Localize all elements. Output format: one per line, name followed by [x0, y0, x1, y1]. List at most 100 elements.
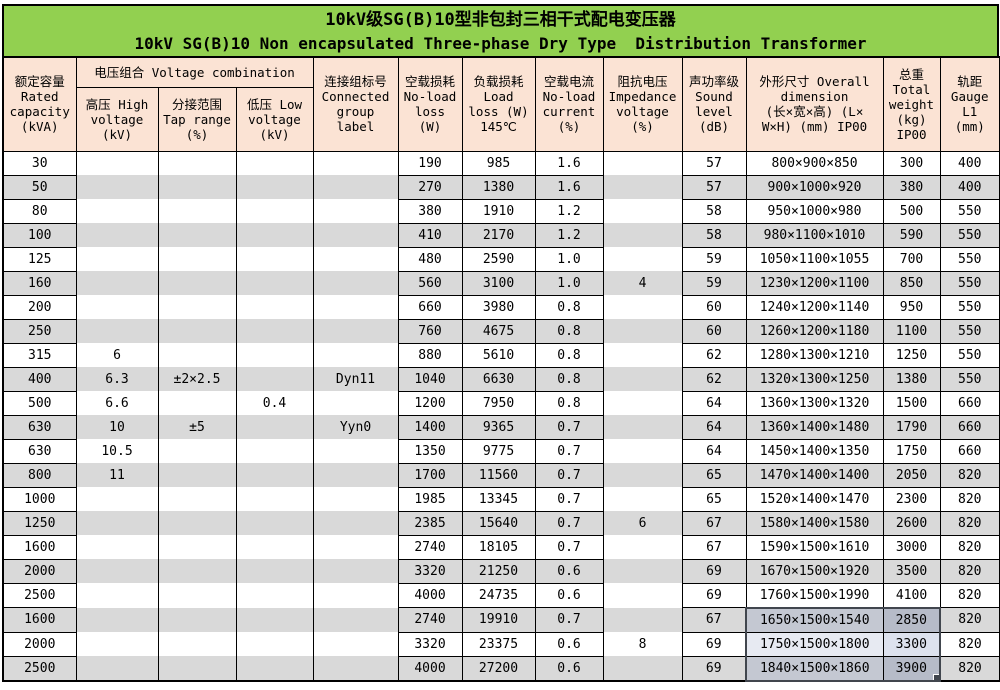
cell-high-voltage[interactable]: [75, 607, 159, 632]
cell-noload-current[interactable]: 0.7: [534, 438, 604, 464]
cell-noload-loss[interactable]: 2385: [397, 510, 463, 536]
cell-load-loss[interactable]: 9775: [461, 438, 536, 464]
cell-capacity[interactable]: 1250: [2, 510, 77, 536]
cell-weight[interactable]: 4100: [882, 582, 941, 608]
cell-group-label[interactable]: [312, 391, 399, 415]
cell-noload-loss[interactable]: 660: [397, 294, 463, 320]
cell-low-voltage[interactable]: [235, 535, 314, 559]
cell-noload-loss[interactable]: 560: [397, 270, 463, 296]
cell-gauge[interactable]: 820: [939, 631, 1000, 657]
cell-weight[interactable]: 700: [882, 246, 941, 272]
cell-weight[interactable]: 380: [882, 174, 941, 200]
header-impedance[interactable]: 阻抗电压 Impedance voltage (%): [602, 56, 683, 152]
cell-noload-loss[interactable]: 2740: [397, 607, 463, 633]
cell-load-loss[interactable]: 15640: [461, 510, 536, 536]
cell-tap-range[interactable]: [157, 487, 237, 511]
cell-capacity[interactable]: 200: [2, 294, 77, 320]
cell-load-loss[interactable]: 18105: [461, 534, 536, 560]
cell-impedance[interactable]: 8: [602, 632, 683, 656]
cell-tap-range[interactable]: [157, 559, 237, 583]
cell-group-label[interactable]: [312, 583, 399, 608]
cell-impedance[interactable]: [602, 583, 683, 608]
cell-weight[interactable]: 590: [882, 222, 941, 248]
sheet-title[interactable]: 10kV级SG(B)10型非包封三相干式配电变压器 10kV SG(B)10 N…: [2, 4, 999, 56]
cell-low-voltage[interactable]: [235, 247, 314, 271]
cell-sound[interactable]: 58: [681, 222, 747, 248]
cell-high-voltage[interactable]: [75, 535, 159, 559]
cell-high-voltage[interactable]: 6: [75, 343, 159, 367]
cell-low-voltage[interactable]: [235, 319, 314, 343]
cell-noload-loss[interactable]: 2740: [397, 534, 463, 560]
cell-high-voltage[interactable]: [75, 271, 159, 295]
cell-high-voltage[interactable]: 10.5: [75, 439, 159, 463]
cell-weight[interactable]: 1750: [882, 438, 941, 464]
cell-high-voltage[interactable]: [75, 559, 159, 583]
cell-sound[interactable]: 58: [681, 198, 747, 224]
cell-low-voltage[interactable]: 0.4: [235, 391, 314, 415]
cell-noload-current[interactable]: 0.7: [534, 607, 604, 633]
cell-capacity[interactable]: 1600: [2, 607, 77, 633]
header-group-label[interactable]: 连接组标号 Connected group label: [312, 56, 399, 152]
cell-sound[interactable]: 67: [681, 534, 747, 560]
cell-noload-current[interactable]: 1.0: [534, 246, 604, 272]
header-capacity[interactable]: 额定容量 Rated capacity (kVA): [2, 56, 77, 152]
cell-group-label[interactable]: [312, 319, 399, 343]
cell-noload-loss[interactable]: 1200: [397, 390, 463, 416]
cell-dimension[interactable]: 1590×1500×1610: [745, 534, 884, 560]
cell-impedance[interactable]: [602, 151, 683, 175]
cell-tap-range[interactable]: [157, 511, 237, 535]
cell-gauge[interactable]: 820: [939, 558, 1000, 584]
cell-tap-range[interactable]: [157, 391, 237, 415]
cell-capacity[interactable]: 30: [2, 150, 77, 176]
cell-noload-loss[interactable]: 760: [397, 318, 463, 344]
cell-gauge[interactable]: 550: [939, 342, 1000, 368]
cell-capacity[interactable]: 800: [2, 462, 77, 488]
cell-tap-range[interactable]: [157, 175, 237, 199]
cell-impedance[interactable]: [602, 463, 683, 487]
cell-low-voltage[interactable]: [235, 367, 314, 391]
cell-weight[interactable]: 850: [882, 270, 941, 296]
cell-tap-range[interactable]: [157, 247, 237, 271]
cell-gauge[interactable]: 550: [939, 294, 1000, 320]
cell-noload-loss[interactable]: 3320: [397, 558, 463, 584]
cell-impedance[interactable]: [602, 656, 683, 681]
cell-noload-loss[interactable]: 380: [397, 198, 463, 224]
cell-weight[interactable]: 3000: [882, 534, 941, 560]
cell-low-voltage[interactable]: [235, 223, 314, 247]
cell-high-voltage[interactable]: 6.3: [75, 367, 159, 391]
cell-dimension[interactable]: 1670×1500×1920: [745, 558, 884, 584]
cell-capacity[interactable]: 250: [2, 318, 77, 344]
cell-dimension[interactable]: 1650×1500×1540: [745, 606, 884, 633]
cell-weight[interactable]: 1100: [882, 318, 941, 344]
cell-group-label[interactable]: [312, 511, 399, 535]
cell-group-label[interactable]: [312, 295, 399, 319]
cell-gauge[interactable]: 550: [939, 198, 1000, 224]
cell-weight[interactable]: 1250: [882, 342, 941, 368]
cell-tap-range[interactable]: [157, 632, 237, 656]
cell-dimension[interactable]: 950×1000×980: [745, 198, 884, 224]
cell-weight[interactable]: 500: [882, 198, 941, 224]
cell-dimension[interactable]: 1760×1500×1990: [745, 582, 884, 608]
cell-group-label[interactable]: Yyn0: [312, 415, 399, 439]
cell-dimension[interactable]: 1840×1500×1860: [745, 655, 884, 682]
cell-load-loss[interactable]: 2170: [461, 222, 536, 248]
cell-low-voltage[interactable]: [235, 607, 314, 632]
cell-dimension[interactable]: 1450×1400×1350: [745, 438, 884, 464]
cell-impedance[interactable]: [602, 175, 683, 199]
cell-high-voltage[interactable]: [75, 223, 159, 247]
cell-noload-current[interactable]: 1.6: [534, 150, 604, 176]
cell-dimension[interactable]: 1360×1300×1320: [745, 390, 884, 416]
cell-noload-current[interactable]: 1.6: [534, 174, 604, 200]
cell-load-loss[interactable]: 13345: [461, 486, 536, 512]
cell-sound[interactable]: 60: [681, 318, 747, 344]
cell-sound[interactable]: 69: [681, 558, 747, 584]
cell-noload-current[interactable]: 0.7: [534, 462, 604, 488]
cell-tap-range[interactable]: [157, 656, 237, 681]
cell-low-voltage[interactable]: [235, 511, 314, 535]
cell-capacity[interactable]: 160: [2, 270, 77, 296]
cell-low-voltage[interactable]: [235, 632, 314, 656]
cell-noload-loss[interactable]: 1700: [397, 462, 463, 488]
header-sound[interactable]: 声功率级 Sound level (dB): [681, 56, 747, 152]
cell-low-voltage[interactable]: [235, 175, 314, 199]
cell-dimension[interactable]: 1470×1400×1400: [745, 462, 884, 488]
